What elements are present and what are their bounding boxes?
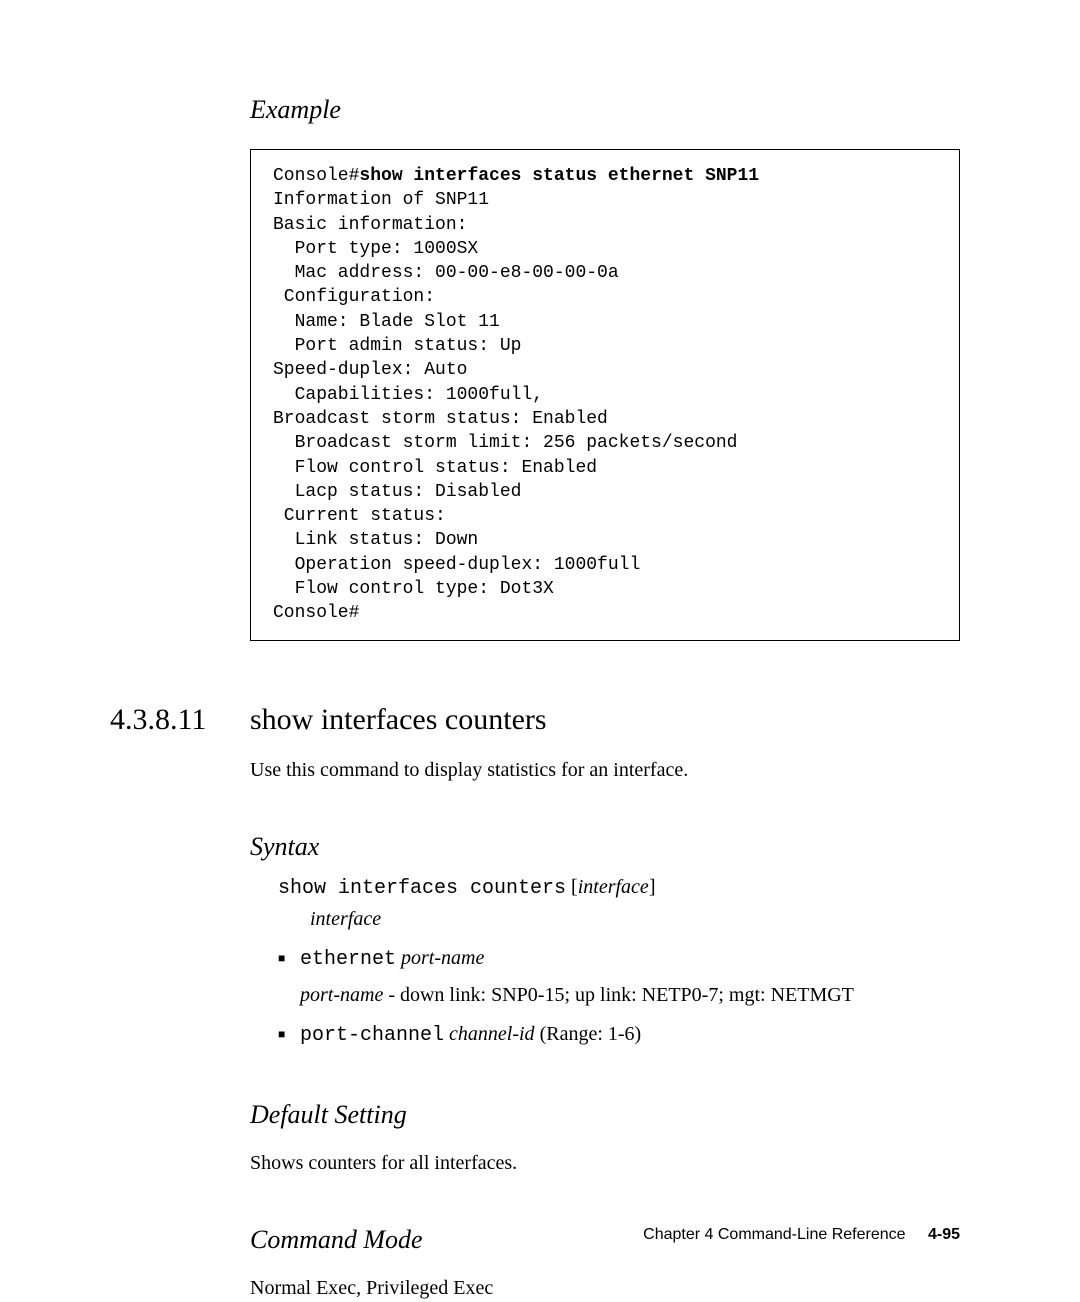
syntax-bracket-close: ] (649, 876, 656, 898)
example-heading: Example (250, 95, 960, 125)
command-mode-body: Normal Exec, Privileged Exec (250, 1275, 960, 1302)
bullet1-mono: ethernet (300, 948, 396, 971)
section-number: 4.3.8.11 (110, 703, 250, 737)
syntax-command-line: show interfaces counters [interface] (278, 872, 960, 904)
syntax-arg-ital: interface (310, 908, 381, 930)
default-setting-body: Shows counters for all interfaces. (250, 1150, 960, 1177)
bullet-icon: ■ (278, 949, 300, 968)
bullet1-sub-rest: - down link: SNP0-15; up link: NETP0-7; … (383, 984, 854, 1006)
bullet-icon: ■ (278, 1025, 300, 1044)
footer-chapter: Chapter 4 Command-Line Reference (643, 1226, 905, 1243)
syntax-bullet-1: ■ ethernet port-name (278, 942, 960, 976)
code-bold-command: show interfaces status ethernet SNP11 (359, 166, 759, 186)
page-footer: Chapter 4 Command-Line Reference 4-95 (643, 1226, 960, 1244)
bullet-1-body: ethernet port-name (300, 942, 960, 976)
footer-page-number: 4-95 (928, 1226, 960, 1243)
default-setting-heading: Default Setting (250, 1100, 960, 1130)
page: Example Console#show interfaces status e… (0, 0, 1080, 1296)
syntax-arg-line: interface (310, 904, 960, 934)
bullet2-rest: (Range: 1-6) (535, 1023, 642, 1045)
syntax-heading: Syntax (250, 832, 960, 862)
section-title: show interfaces counters (250, 703, 547, 737)
syntax-bracket-open: [ (566, 876, 578, 898)
bullet1-subline: port-name - down link: SNP0-15; up link:… (300, 980, 960, 1010)
section-header-row: 4.3.8.11 show interfaces counters (110, 703, 960, 737)
section-intro: Use this command to display statistics f… (250, 757, 960, 784)
bullet2-mono: port-channel (300, 1024, 444, 1047)
bullet-2-body: port-channel channel-id (Range: 1-6) (300, 1018, 960, 1052)
syntax-cmd-mono: show interfaces counters (278, 877, 566, 900)
syntax-bullet-2: ■ port-channel channel-id (Range: 1-6) (278, 1018, 960, 1052)
code-prefix: Console# (273, 166, 359, 186)
syntax-cmd-arg: interface (578, 876, 649, 898)
code-body: Information of SNP11 Basic information: … (273, 190, 737, 623)
bullet1-ital: port-name (396, 947, 484, 969)
bullet2-ital: channel-id (444, 1023, 535, 1045)
bullet1-sub-ital: port-name (300, 984, 383, 1006)
example-code-box: Console#show interfaces status ethernet … (250, 149, 960, 641)
